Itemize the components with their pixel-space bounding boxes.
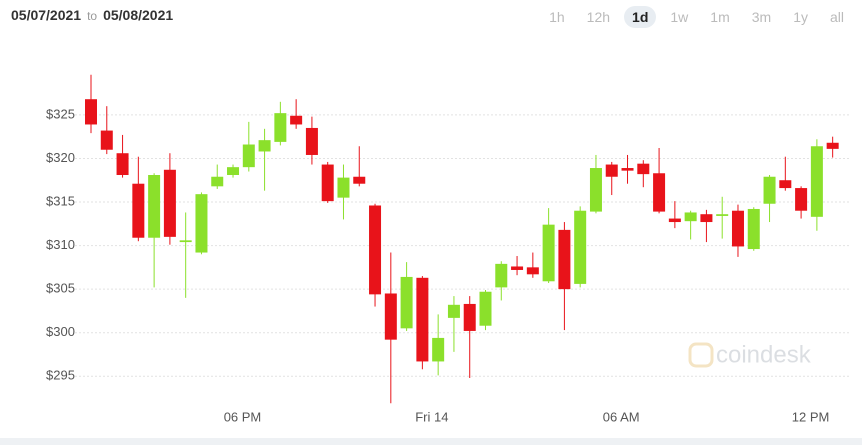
candle-body	[589, 168, 602, 212]
candle-body	[195, 194, 208, 253]
timeframe-button[interactable]: 1d	[624, 6, 657, 28]
candle-body	[305, 127, 318, 155]
candle-body	[132, 183, 145, 238]
candle-body	[731, 210, 744, 247]
candle-body	[605, 164, 618, 177]
candle-body	[542, 224, 555, 282]
candle-body	[826, 142, 839, 149]
candle-body	[163, 169, 176, 237]
candle-body	[668, 218, 681, 223]
candle-body	[274, 113, 287, 142]
candle-body	[258, 140, 271, 152]
candle-body	[463, 303, 476, 331]
watermark: coindesk	[688, 341, 812, 368]
candle-body	[290, 115, 303, 125]
candle-body	[779, 180, 792, 189]
candle-body	[416, 277, 429, 362]
candle-body	[795, 188, 808, 211]
candle-body	[227, 167, 240, 175]
x-tick-label: 06 AM	[603, 409, 640, 424]
candle-body	[526, 267, 539, 275]
candle-body	[747, 208, 760, 250]
y-tick-label: $300	[46, 324, 75, 339]
timeframe-button[interactable]: 1m	[710, 9, 730, 25]
timeframe-button[interactable]: all	[829, 9, 844, 25]
start-date: 05/07/2021	[11, 7, 82, 23]
candle-body	[653, 173, 666, 212]
candle-body	[148, 175, 161, 238]
candle-body	[495, 263, 508, 288]
date-range: 05/07/2021 to 05/08/2021	[11, 7, 173, 23]
candle-body	[337, 177, 350, 198]
y-tick-label: $315	[46, 193, 75, 208]
y-tick-label: $325	[46, 106, 75, 121]
candle-body	[716, 214, 729, 216]
watermark-icon	[688, 342, 714, 368]
candle-body	[369, 205, 382, 295]
candle-body	[116, 153, 129, 175]
range-separator: to	[87, 9, 98, 23]
candle-body	[321, 164, 334, 202]
timeframe-button[interactable]: 1w	[670, 9, 689, 25]
candle-body	[179, 240, 192, 243]
candle-body	[763, 176, 776, 204]
candle-body	[511, 266, 524, 270]
header: 05/07/2021 to 05/08/2021 1h 12h 1d 1w 1m 3m 1y al…	[0, 0, 862, 36]
y-tick-label: $305	[46, 281, 75, 296]
x-tick-label: 06 PM	[224, 409, 262, 424]
candle-body	[684, 212, 697, 222]
timeframe-button[interactable]: 1y	[793, 9, 808, 25]
candle-body	[637, 163, 650, 175]
candle-body	[810, 146, 823, 217]
candle-body	[242, 144, 255, 168]
candle-body	[479, 291, 492, 326]
y-tick-label: $320	[46, 150, 75, 165]
y-tick-label: $310	[46, 237, 75, 252]
y-tick-label: $295	[46, 368, 75, 383]
candle-body	[400, 276, 413, 329]
x-tick-label: 12 PM	[792, 409, 830, 424]
end-date: 05/08/2021	[103, 7, 174, 23]
candle-body	[574, 210, 587, 284]
candle-body	[100, 130, 113, 150]
watermark-text: coindesk	[716, 341, 812, 368]
candle-body	[621, 168, 634, 171]
timeframe-button[interactable]: 12h	[586, 9, 611, 25]
timeframe-button[interactable]: 3m	[751, 9, 772, 25]
timeframe-button[interactable]: 1h	[549, 9, 565, 25]
candle-body	[85, 99, 97, 125]
candle-body	[700, 214, 713, 223]
candle-body	[447, 304, 460, 318]
timeframe-buttons: 1h 12h 1d 1w 1m 3m 1y all	[541, 6, 852, 28]
candle-body	[211, 176, 224, 187]
candle-body	[558, 229, 571, 290]
candle-body	[432, 337, 445, 362]
candle-body	[353, 176, 366, 184]
candle-body	[384, 293, 397, 340]
x-tick-label: Fri 14	[415, 409, 448, 424]
footer-bar	[0, 438, 862, 445]
